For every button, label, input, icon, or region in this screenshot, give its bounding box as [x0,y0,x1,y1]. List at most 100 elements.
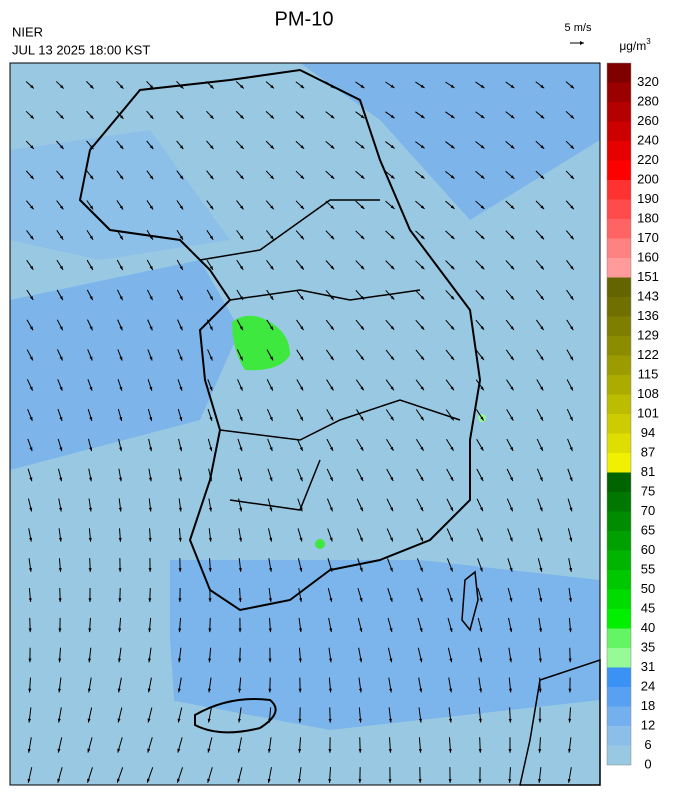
wind-arrowhead [420,144,425,149]
wind-arrowhead [538,748,542,753]
wind-arrowhead [539,477,543,482]
wind-arrowhead [508,718,512,723]
legend-label: 136 [637,308,659,323]
wind-arrowhead [269,416,273,421]
wind-arrowhead [480,235,485,240]
province-border [199,199,461,511]
legend-swatch [607,63,631,83]
wind-arrowhead [299,537,303,542]
wind-arrowhead [540,175,545,179]
wind-arrowhead [59,115,64,119]
wind-arrowhead [117,688,121,693]
wind-arrowhead [388,748,392,753]
wind-arrowhead [510,416,514,421]
wind-arrowhead [540,265,544,270]
wind-arrowhead [420,416,424,421]
legend-swatch [607,102,631,122]
wind-arrowhead [539,537,543,542]
wind-arrowhead [269,537,273,542]
wind-arrowhead [29,265,34,270]
wind-arrowhead [119,115,124,119]
wind-arrowhead [209,447,213,452]
wind-arrowhead [239,386,243,391]
wind-arrowhead [270,175,274,180]
wind-arrowhead [177,688,181,693]
wind-arrowhead [479,688,483,693]
wind-arrowhead [270,114,274,119]
wind-arrowhead [569,447,573,452]
wind-arrowhead [360,295,365,300]
wind-arrowhead [29,326,34,331]
wind-arrowhead [389,597,393,602]
wind-arrowhead [209,265,214,270]
wind-arrowhead [449,658,453,663]
wind-arrowhead [449,597,453,602]
wind-arrows [25,80,575,783]
wind-arrowhead [330,175,335,179]
wind-arrowhead [29,477,33,482]
wind-arrowhead [538,688,542,693]
wind-arrowhead [539,567,543,572]
wind-arrowhead [148,477,152,482]
wind-arrowhead [239,356,243,361]
wind-arrowhead [29,447,33,452]
wind-arrowhead [359,658,363,663]
wind-arrowhead [119,447,123,452]
wind-arrowhead [28,628,32,633]
legend-unit-base: μg/m [619,39,646,53]
wind-arrowhead [480,446,484,451]
wind-arrowhead [539,446,543,451]
wind-arrowhead [27,718,32,723]
legend-swatch [607,258,631,278]
wind-arrowhead [330,145,335,149]
legend-swatch [607,297,631,317]
wind-arrowhead [149,356,153,361]
wind-arrowhead [239,235,244,240]
wind-arrowhead [480,356,484,361]
legend-swatch [607,628,631,648]
wind-arrowhead [420,386,424,391]
wind-arrowhead [390,114,395,119]
legend-label: 160 [637,249,659,264]
wind-arrowhead [89,296,93,301]
legend-label: 65 [641,522,655,537]
wind-arrowhead [360,205,365,209]
wind-arrowhead [149,84,154,89]
wind-arrowhead [149,386,153,391]
wind-arrowhead [329,567,333,572]
wind-arrowhead [268,658,272,663]
wind-arrowhead [479,628,483,633]
wind-arrowhead [208,568,212,572]
wind-arrowhead [149,175,154,180]
legend-label: 260 [637,113,659,128]
wind-arrowhead [449,628,453,633]
wind-arrowhead [570,114,575,119]
legend-swatch [607,492,631,512]
legend-unit: μg/m3 [619,37,651,53]
wind-arrowhead [208,598,212,602]
wind-arrowhead [480,386,484,391]
pollution-patch [10,130,230,260]
wind-arrowhead [567,778,571,783]
wind-arrowhead [239,265,244,270]
wind-arrowhead [510,114,515,119]
wind-arrowhead [239,205,244,210]
wind-arrowhead [270,296,274,300]
wind-arrowhead [419,597,423,602]
wind-arrowhead [510,175,515,179]
wind-arrowhead [418,779,422,783]
wind-arrowhead [450,476,454,481]
wind-arrowhead [147,718,151,723]
wind-arrowhead [148,537,152,542]
wind-arrowhead [330,205,335,210]
wind-arrowhead [179,326,183,331]
wind-arrowhead [268,718,272,723]
wind-arrowhead [360,446,364,451]
wind-arrowhead [390,386,394,391]
wind-arrowhead [59,296,63,301]
wind-arrowhead [448,718,453,723]
wind-arrowhead [479,597,483,602]
title: PM-10 [275,8,334,30]
wind-arrowhead [119,386,123,391]
wind-arrowhead [299,446,303,451]
